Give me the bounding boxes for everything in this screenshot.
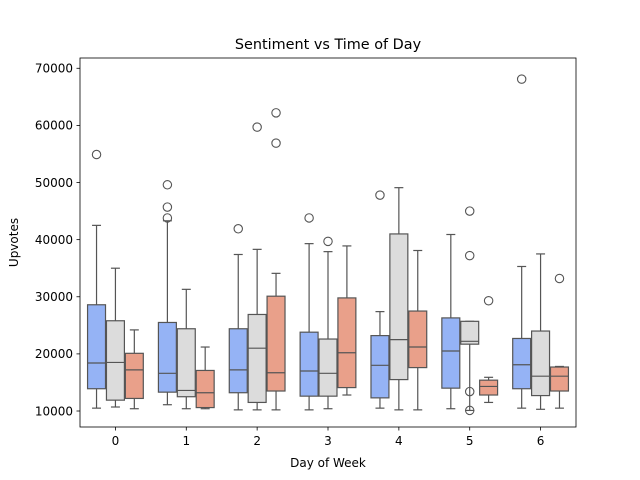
box	[512, 337, 532, 390]
box	[389, 233, 409, 381]
boxplot-group	[266, 108, 286, 411]
outlier-point	[91, 149, 102, 160]
x-axis-label: Day of Week	[290, 456, 366, 470]
series-2	[124, 108, 570, 411]
boxplot-group	[460, 206, 480, 416]
boxplot-group	[86, 149, 107, 409]
box	[266, 295, 286, 392]
boxplot-group	[124, 329, 144, 410]
box	[105, 320, 126, 401]
y-axis: 10000 20000 30000 40000 50000 60000 70000	[35, 62, 80, 418]
box	[299, 331, 319, 397]
boxplot-group	[228, 224, 248, 411]
outlier-point	[516, 74, 527, 84]
boxplot-group	[441, 233, 461, 410]
x-tick-label: 4	[395, 434, 403, 448]
box	[247, 313, 267, 404]
box	[441, 317, 461, 389]
boxplot-group	[408, 249, 428, 411]
outlier-point	[323, 236, 333, 247]
x-tick-label: 6	[537, 434, 545, 448]
boxplot-group	[370, 190, 390, 409]
boxplot-group	[479, 296, 499, 404]
chart-title: Sentiment vs Time of Day	[235, 37, 422, 53]
outlier-point	[464, 386, 475, 397]
outlier-point	[483, 296, 494, 306]
outlier-point	[271, 108, 281, 118]
y-tick-label: 20000	[35, 347, 73, 361]
x-tick-label: 5	[466, 434, 474, 448]
y-tick-label: 40000	[35, 233, 73, 247]
y-tick-label: 30000	[35, 290, 73, 304]
boxplot-group	[530, 253, 551, 410]
box	[408, 310, 428, 369]
boxplot-group	[318, 236, 338, 410]
outlier-point	[304, 213, 314, 223]
outlier-point	[375, 190, 385, 200]
box	[86, 304, 107, 390]
y-tick-label: 10000	[35, 404, 73, 418]
box	[549, 366, 570, 392]
outlier-point	[464, 206, 475, 216]
box	[460, 320, 480, 345]
series-0	[86, 74, 532, 411]
box	[337, 297, 357, 389]
boxplot-group	[337, 245, 357, 396]
box	[124, 352, 144, 400]
x-tick-label: 0	[112, 434, 120, 448]
box	[157, 321, 177, 393]
boxplot-group	[105, 267, 126, 408]
outlier-point	[464, 405, 475, 416]
y-tick-label: 70000	[35, 62, 73, 76]
outlier-point	[162, 180, 173, 190]
boxplot-group	[157, 180, 177, 406]
box	[228, 328, 248, 394]
y-tick-label: 60000	[35, 119, 73, 133]
boxplot-group	[176, 288, 196, 410]
boxplot-group	[195, 346, 215, 410]
boxplot-group	[389, 187, 409, 411]
outlier-point	[271, 138, 281, 148]
outlier-point	[252, 122, 262, 132]
boxplot-group	[512, 74, 532, 409]
box	[479, 379, 499, 396]
plot-area	[86, 74, 570, 416]
outlier-point	[554, 273, 565, 284]
box	[318, 338, 338, 397]
x-tick-label: 3	[324, 434, 332, 448]
x-tick-label: 1	[182, 434, 190, 448]
boxplot-group	[299, 213, 319, 411]
series-1	[105, 122, 551, 416]
box	[176, 328, 196, 398]
box	[530, 330, 551, 397]
outlier-point	[464, 250, 475, 261]
outlier-point	[162, 202, 173, 212]
box	[370, 335, 390, 399]
outlier-point	[162, 213, 173, 223]
x-axis: 0 1 2 3 4 5 6	[112, 427, 545, 448]
y-axis-label: Upvotes	[7, 218, 21, 267]
y-tick-label: 50000	[35, 176, 73, 190]
box	[195, 369, 215, 409]
x-tick-label: 2	[253, 434, 261, 448]
outlier-point	[233, 224, 243, 234]
boxplot-group	[247, 122, 267, 411]
boxplot-group	[549, 273, 570, 409]
